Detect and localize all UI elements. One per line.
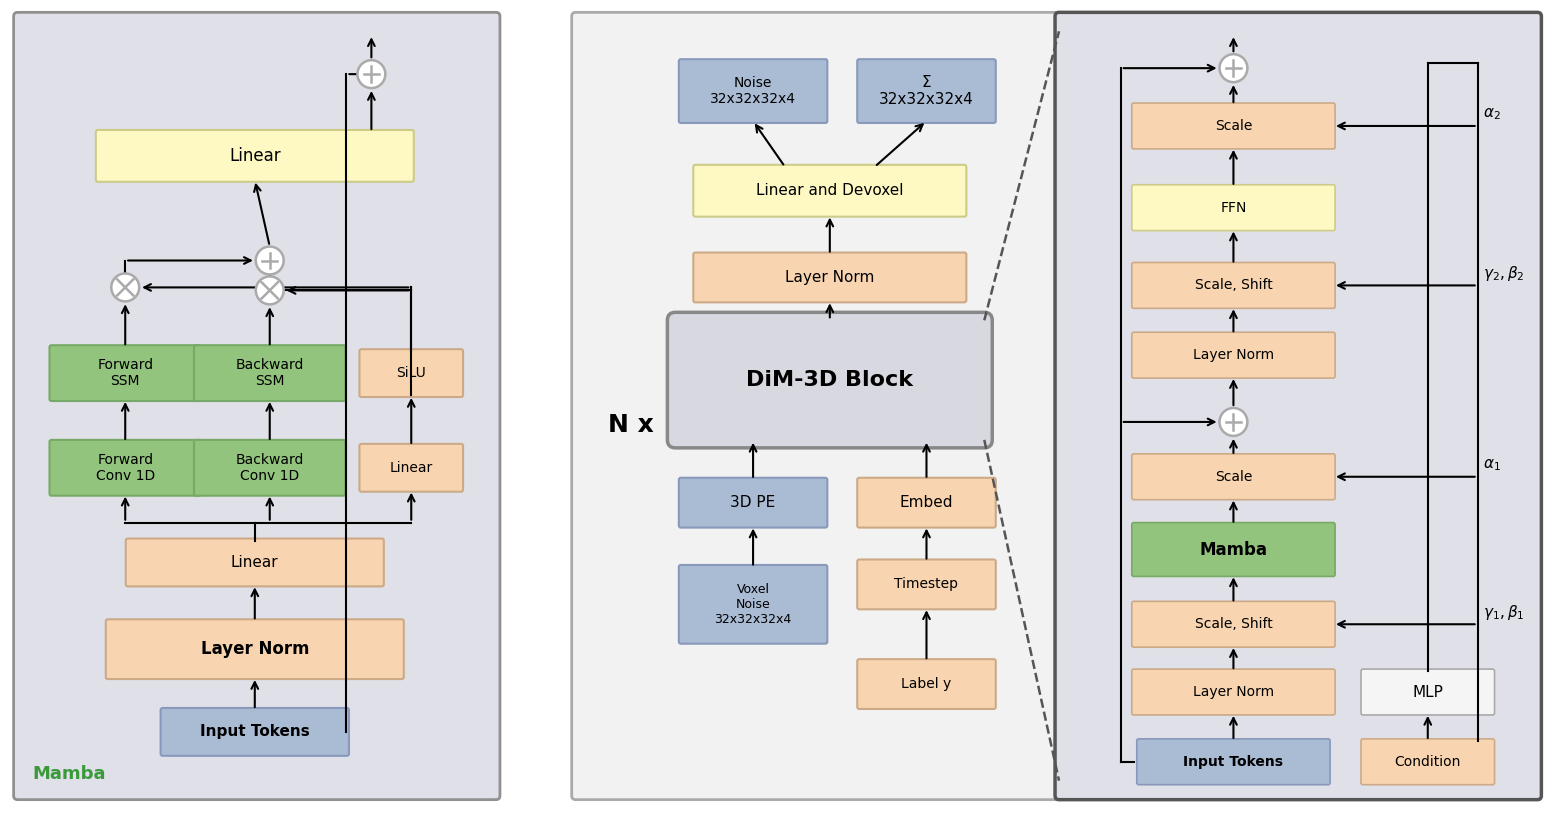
FancyBboxPatch shape: [359, 349, 463, 397]
Text: Input Tokens: Input Tokens: [1184, 755, 1284, 768]
FancyBboxPatch shape: [858, 659, 996, 709]
FancyBboxPatch shape: [194, 345, 345, 401]
FancyBboxPatch shape: [667, 313, 993, 448]
Text: Backward
SSM: Backward SSM: [236, 358, 305, 388]
FancyBboxPatch shape: [1361, 669, 1495, 715]
Text: Σ
32x32x32x4: Σ 32x32x32x4: [880, 75, 974, 107]
FancyBboxPatch shape: [1361, 739, 1495, 785]
Text: Layer Norm: Layer Norm: [1193, 685, 1274, 699]
Circle shape: [256, 247, 284, 274]
Text: Linear: Linear: [228, 147, 281, 165]
Text: Mamba: Mamba: [33, 764, 106, 783]
FancyBboxPatch shape: [572, 12, 1068, 799]
Circle shape: [1220, 55, 1248, 82]
FancyBboxPatch shape: [1131, 602, 1335, 647]
Text: Linear: Linear: [232, 555, 278, 570]
FancyBboxPatch shape: [679, 565, 827, 644]
Text: Scale: Scale: [1215, 119, 1253, 133]
FancyBboxPatch shape: [1131, 454, 1335, 500]
FancyBboxPatch shape: [194, 440, 345, 496]
FancyBboxPatch shape: [679, 59, 827, 123]
Text: Backward
Conv 1D: Backward Conv 1D: [236, 453, 305, 483]
Text: DiM-3D Block: DiM-3D Block: [746, 370, 914, 390]
FancyBboxPatch shape: [1131, 332, 1335, 378]
Circle shape: [1220, 408, 1248, 436]
Text: FFN: FFN: [1220, 201, 1246, 215]
Text: 3D PE: 3D PE: [730, 495, 775, 510]
FancyBboxPatch shape: [858, 478, 996, 527]
Text: $\gamma_1, \beta_1$: $\gamma_1, \beta_1$: [1483, 603, 1524, 622]
Text: MLP: MLP: [1413, 685, 1444, 699]
Text: Layer Norm: Layer Norm: [785, 270, 875, 285]
FancyBboxPatch shape: [679, 478, 827, 527]
FancyBboxPatch shape: [14, 12, 500, 799]
Circle shape: [256, 277, 284, 304]
Text: Forward
Conv 1D: Forward Conv 1D: [96, 453, 155, 483]
Text: SiLU: SiLU: [396, 366, 426, 380]
Text: $\alpha_1$: $\alpha_1$: [1483, 457, 1500, 473]
Text: Mamba: Mamba: [1200, 540, 1268, 558]
Text: Voxel
Noise
32x32x32x4: Voxel Noise 32x32x32x4: [715, 583, 791, 626]
FancyBboxPatch shape: [50, 345, 200, 401]
FancyBboxPatch shape: [693, 252, 967, 302]
Text: Linear and Devoxel: Linear and Devoxel: [757, 183, 903, 199]
FancyBboxPatch shape: [1131, 103, 1335, 149]
FancyBboxPatch shape: [1131, 185, 1335, 230]
Text: $\gamma_2, \beta_2$: $\gamma_2, \beta_2$: [1483, 264, 1524, 283]
FancyBboxPatch shape: [1055, 12, 1542, 799]
FancyBboxPatch shape: [359, 444, 463, 492]
Text: Scale: Scale: [1215, 470, 1253, 484]
Text: Input Tokens: Input Tokens: [200, 724, 309, 739]
Text: Layer Norm: Layer Norm: [1193, 348, 1274, 362]
Text: Noise
32x32x32x4: Noise 32x32x32x4: [710, 76, 796, 106]
Text: Embed: Embed: [900, 495, 953, 510]
Text: Scale, Shift: Scale, Shift: [1195, 617, 1273, 631]
Text: Label y: Label y: [901, 677, 951, 691]
FancyBboxPatch shape: [858, 559, 996, 610]
FancyBboxPatch shape: [96, 130, 413, 182]
Text: Timestep: Timestep: [895, 577, 959, 592]
Circle shape: [357, 60, 385, 88]
Text: N x: N x: [608, 413, 653, 437]
Text: Linear: Linear: [390, 461, 434, 475]
FancyBboxPatch shape: [1138, 739, 1330, 785]
FancyBboxPatch shape: [693, 164, 967, 217]
FancyBboxPatch shape: [160, 708, 350, 756]
FancyBboxPatch shape: [1131, 262, 1335, 309]
Text: Condition: Condition: [1394, 755, 1461, 768]
FancyBboxPatch shape: [1131, 523, 1335, 576]
FancyBboxPatch shape: [126, 539, 384, 586]
Text: $\alpha_2$: $\alpha_2$: [1483, 106, 1500, 122]
Text: Layer Norm: Layer Norm: [200, 640, 309, 659]
Circle shape: [112, 274, 140, 301]
FancyBboxPatch shape: [106, 619, 404, 679]
FancyBboxPatch shape: [50, 440, 200, 496]
Text: Forward
SSM: Forward SSM: [98, 358, 154, 388]
Text: Scale, Shift: Scale, Shift: [1195, 278, 1273, 292]
FancyBboxPatch shape: [1131, 669, 1335, 715]
FancyBboxPatch shape: [858, 59, 996, 123]
